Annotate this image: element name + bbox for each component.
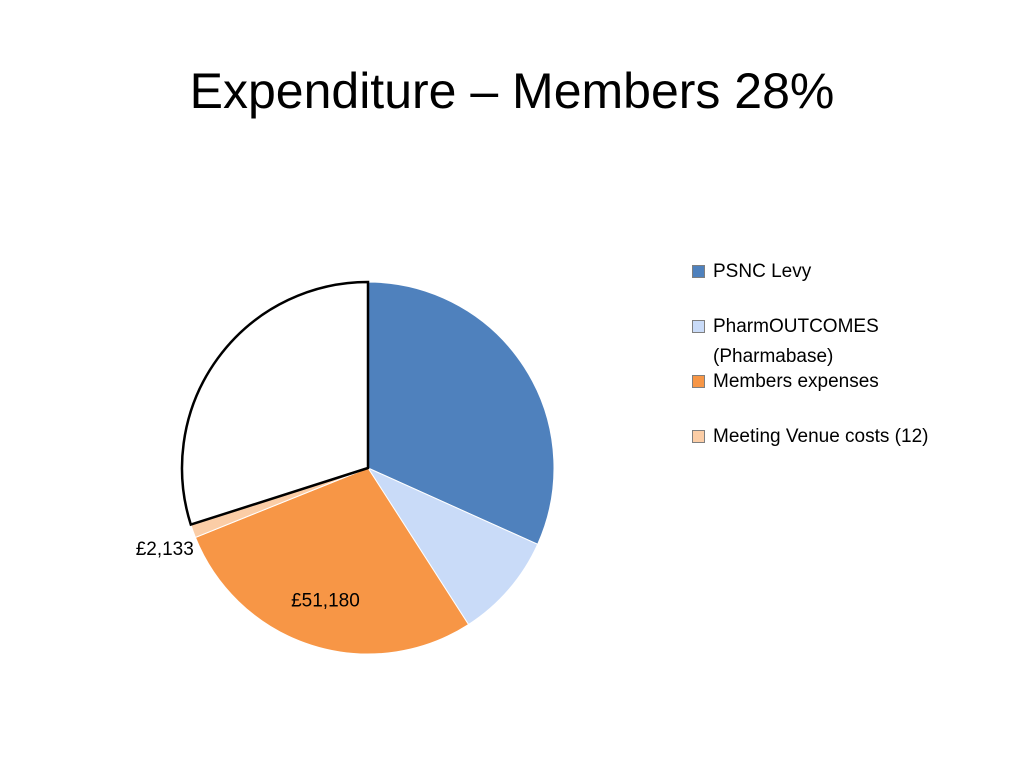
pie-slice <box>367 281 555 545</box>
legend-item: Meeting Venue costs (12) <box>692 422 932 452</box>
legend-swatch <box>692 320 705 333</box>
pie-slice <box>194 467 470 655</box>
legend-swatch <box>692 375 705 388</box>
chart-title: Expenditure – Members 28% <box>189 63 835 119</box>
legend-label: Members expenses <box>713 371 879 392</box>
legend-swatch <box>692 430 705 443</box>
data-label: £51,180 <box>291 590 360 611</box>
pie-slice <box>180 280 370 527</box>
legend-swatch <box>692 265 705 278</box>
data-label: £2,133 <box>136 539 194 560</box>
legend-label: Meeting Venue costs (12) <box>713 426 929 447</box>
pie-slice <box>366 466 539 626</box>
legend-label: PSNC Levy <box>713 261 812 282</box>
legend-label: PharmOUTCOMES (Pharmabase) <box>713 316 879 367</box>
legend-item: PSNC Levy <box>692 257 932 287</box>
legend-item: PharmOUTCOMES (Pharmabase) <box>692 312 932 372</box>
legend-item: Members expenses <box>692 367 932 397</box>
